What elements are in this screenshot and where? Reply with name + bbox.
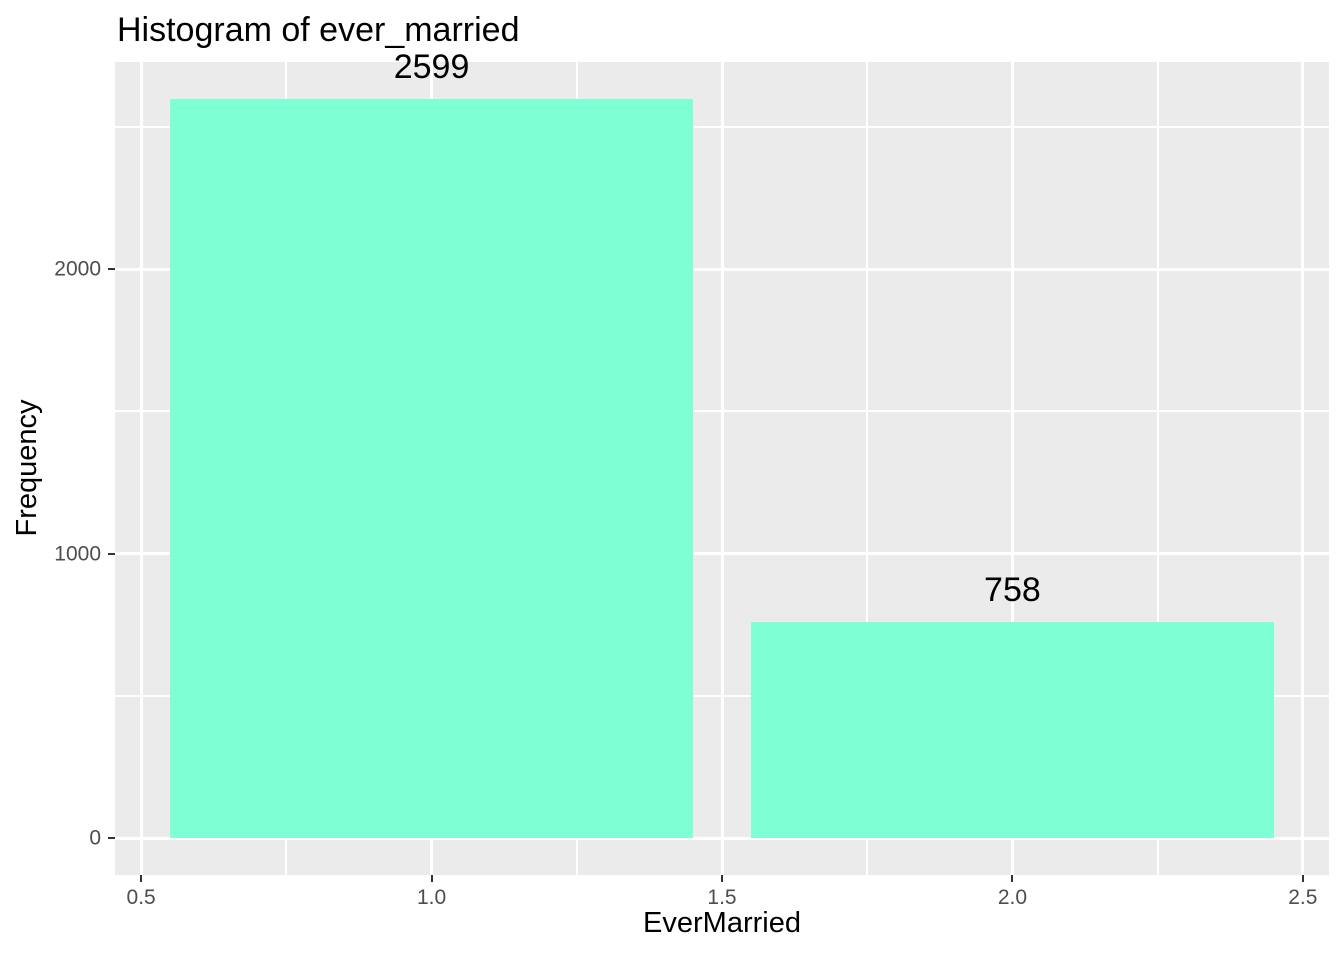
histogram-bar [170, 98, 693, 839]
plot-panel: 2599 758 [115, 48, 1329, 875]
minor-gridline-vertical [1156, 62, 1159, 875]
y-axis-tick-mark [108, 552, 115, 555]
y-axis-tick-mark [108, 268, 115, 271]
y-axis-tick-label: 2000 [54, 257, 101, 281]
y-axis-tick-label: 1000 [54, 542, 101, 566]
x-axis-tick-mark [430, 875, 433, 882]
x-axis-tick-mark [1301, 875, 1304, 882]
x-axis-tick-label: 1.0 [416, 886, 447, 909]
major-gridline-vertical [1301, 62, 1305, 875]
major-gridline-horizontal [115, 552, 1329, 556]
x-axis-tick-mark [721, 875, 723, 882]
major-gridline-horizontal [115, 267, 1329, 271]
histogram-bar [751, 622, 1274, 839]
major-gridline-vertical [1010, 62, 1014, 875]
y-axis-tick-label: 0 [89, 826, 101, 850]
x-axis-title: EverMarried [643, 907, 801, 939]
minor-gridline-vertical [866, 62, 869, 875]
bar-value-label: 2599 [393, 47, 470, 86]
x-axis-tick-label: 2.0 [997, 886, 1028, 909]
major-gridline-vertical [720, 62, 724, 875]
x-axis-tick-mark [1011, 875, 1014, 882]
x-axis-tick-label: 0.5 [126, 886, 156, 909]
y-axis-title: Frequency [11, 399, 44, 537]
x-axis-tick-label: 1.5 [707, 886, 737, 909]
x-axis-tick-mark [140, 875, 143, 882]
chart-title: Histogram of ever_married [117, 11, 520, 49]
x-axis-tick-label: 2.5 [1288, 886, 1318, 909]
bar-value-label: 758 [984, 571, 1041, 610]
major-gridline-vertical [139, 62, 143, 875]
major-gridline-horizontal [115, 836, 1329, 840]
y-axis-tick-mark [108, 837, 115, 840]
